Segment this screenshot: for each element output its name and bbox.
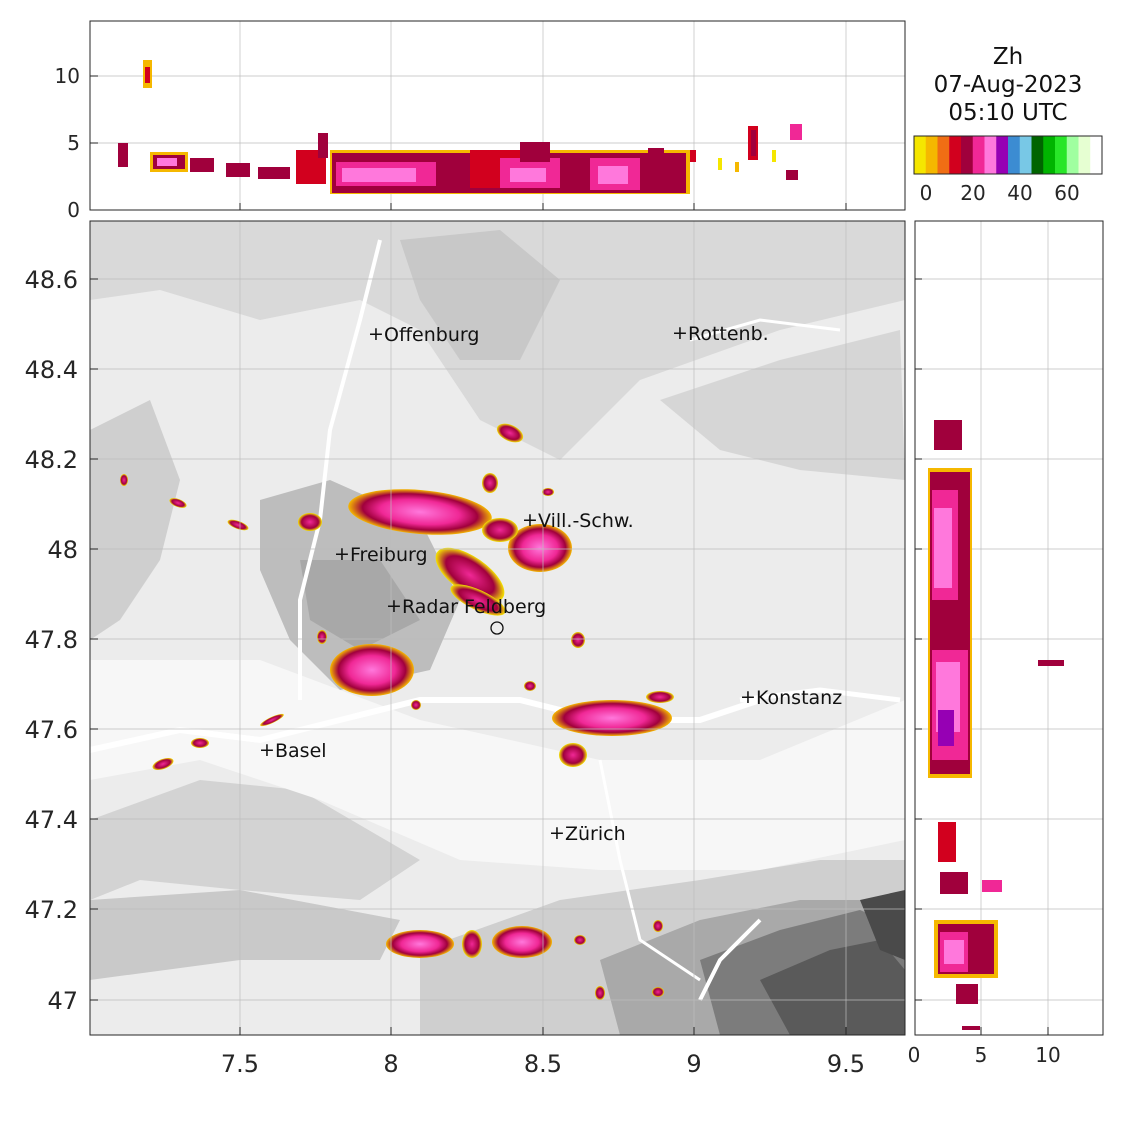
x-tick-label: 10: [1035, 1043, 1060, 1067]
city-radar-feldberg: + Radar Feldberg: [386, 595, 546, 635]
x-tick-label: 9.5: [827, 1050, 865, 1078]
city-marker-icon: +: [259, 739, 275, 761]
map-frame: [89, 220, 906, 1036]
city-marker-icon: +: [368, 323, 384, 345]
colorbar-swatch: [1031, 136, 1044, 174]
city-label: Zürich: [565, 823, 626, 845]
city-markers: + Offenburg + Rottenb. + Vill.-Schw. + F…: [259, 322, 842, 845]
y-tick-label: 47.2: [25, 896, 78, 924]
city-zurich: + Zürich: [549, 822, 626, 845]
map-panel: + Offenburg + Rottenb. + Vill.-Schw. + F…: [25, 220, 906, 1078]
city-marker-icon: +: [386, 595, 402, 617]
y-tick-label: 47.8: [25, 626, 78, 654]
colorbar-swatch: [1019, 136, 1032, 174]
x-tick-label: 8: [383, 1050, 398, 1078]
right-cross-section-panel: 0 5 10: [908, 220, 1104, 1067]
city-label: Offenburg: [384, 324, 479, 346]
y-tick-label: 47.4: [25, 806, 78, 834]
time-title: 05:10 UTC: [948, 100, 1067, 126]
city-label: Freiburg: [350, 544, 428, 566]
city-marker-icon: +: [672, 322, 688, 344]
radar-echoes: [120, 423, 674, 1000]
city-basel: + Basel: [259, 739, 327, 762]
y-tick-label: 48.6: [25, 266, 78, 294]
x-tick-label: 8.5: [524, 1050, 562, 1078]
y-tick-label: 5: [67, 131, 80, 155]
colorbar-swatch: [949, 136, 962, 174]
top-echoes: [118, 60, 802, 194]
y-tick-label: 47.6: [25, 716, 78, 744]
city-label: Radar Feldberg: [402, 596, 546, 618]
top-cross-section-panel: 10 5 0: [55, 20, 906, 222]
map-tick-marks: [90, 278, 847, 1035]
y-tick-label: 10: [55, 64, 80, 88]
map-grid: [90, 221, 905, 1035]
right-x-axis: 0 5 10: [908, 1043, 1061, 1067]
city-marker-icon: +: [740, 686, 756, 708]
map-x-axis: 7.5 8 8.5 9 9.5: [221, 1050, 865, 1078]
colorbar-tick-label: 40: [1007, 181, 1032, 205]
city-villingen: + Vill.-Schw.: [522, 509, 634, 532]
x-tick-label: 7.5: [221, 1050, 259, 1078]
colorbar-swatch: [1078, 136, 1091, 174]
colorbar-swatch: [961, 136, 974, 174]
city-offenburg: + Offenburg: [368, 323, 479, 346]
colorbar-tick-label: 60: [1054, 181, 1079, 205]
top-tick-marks: [90, 75, 847, 210]
colorbar-swatch: [1090, 136, 1103, 174]
right-echoes: [928, 420, 1064, 1030]
city-rottenburg: + Rottenb.: [672, 322, 769, 345]
colorbar-swatch: [972, 136, 985, 174]
colorbar-swatch: [914, 136, 927, 174]
y-tick-label: 47: [47, 987, 78, 1015]
city-marker-icon: +: [549, 822, 565, 844]
city-marker-icon: +: [334, 543, 350, 565]
y-tick-label: 48.2: [25, 446, 78, 474]
x-tick-label: 0: [908, 1043, 921, 1067]
map-y-axis: 48.6 48.4 48.2 48 47.8 47.6 47.4 47.2 47: [25, 266, 78, 1015]
legend-block: Zh 07-Aug-2023 05:10 UTC 0 20 40 60: [913, 44, 1103, 205]
colorbar-swatch: [937, 136, 950, 174]
y-tick-label: 0: [67, 198, 80, 222]
city-label: Basel: [275, 740, 327, 762]
colorbar-swatch: [1043, 136, 1056, 174]
colorbar-swatch: [1008, 136, 1021, 174]
y-tick-label: 48.4: [25, 356, 78, 384]
variable-title: Zh: [993, 44, 1023, 70]
colorbar-swatch: [1055, 136, 1068, 174]
colorbar-tick-label: 20: [960, 181, 985, 205]
right-tick-marks: [915, 278, 1049, 1035]
city-label: Vill.-Schw.: [538, 510, 634, 532]
colorbar-swatch: [996, 136, 1009, 174]
colorbar-ticks: 0 20 40 60: [920, 181, 1080, 205]
city-label: Konstanz: [756, 687, 842, 709]
colorbar-swatch: [925, 136, 938, 174]
x-tick-label: 9: [686, 1050, 701, 1078]
x-tick-label: 5: [975, 1043, 988, 1067]
terrain-background: [90, 221, 905, 1035]
date-title: 07-Aug-2023: [934, 72, 1083, 98]
colorbar-swatch: [984, 136, 997, 174]
city-freiburg: + Freiburg: [334, 543, 428, 566]
colorbar-swatch: [1066, 136, 1079, 174]
city-label: Rottenb.: [688, 323, 769, 345]
radar-site-icon: [490, 621, 504, 635]
colorbar-tick-label: 0: [920, 181, 933, 205]
city-konstanz: + Konstanz: [740, 686, 842, 709]
colorbar-frame: [913, 135, 1103, 175]
top-panel-frame: [89, 20, 906, 211]
city-marker-icon: +: [522, 509, 538, 531]
colorbar: [914, 136, 1103, 174]
top-y-axis: 10 5 0: [55, 64, 80, 222]
right-panel-frame: [914, 220, 1104, 1036]
y-tick-label: 48: [47, 536, 78, 564]
